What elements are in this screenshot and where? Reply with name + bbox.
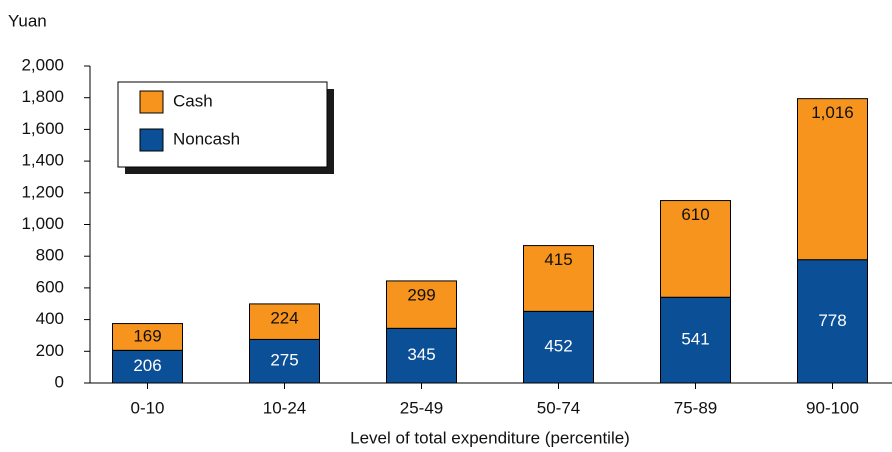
- legend-label: Noncash: [173, 129, 240, 148]
- x-axis-label: Level of total expenditure (percentile): [350, 428, 630, 447]
- data-label: 778: [818, 311, 846, 330]
- bar-segment: [797, 259, 868, 384]
- bar-segment: [523, 245, 594, 312]
- bar-segment: [660, 200, 731, 298]
- data-label: 224: [270, 308, 298, 327]
- legend-swatch: [139, 128, 164, 152]
- bar-segment: [660, 296, 731, 384]
- y-tick-label: 600: [36, 277, 64, 296]
- data-label: 415: [544, 250, 572, 269]
- data-label: 541: [681, 330, 709, 349]
- bar-segment: [386, 327, 457, 384]
- bar-segment: [249, 303, 320, 340]
- y-tick-label: 2,000: [21, 55, 64, 74]
- data-label: 610: [681, 205, 709, 224]
- x-tick-label: 75-89: [674, 398, 717, 417]
- bar-segment: [249, 338, 320, 384]
- y-tick-label: 1,000: [21, 214, 64, 233]
- legend-label: Cash: [173, 91, 213, 110]
- x-tick-label: 10-24: [263, 398, 306, 417]
- y-tick-label: 200: [36, 341, 64, 360]
- data-label: 1,016: [811, 103, 854, 122]
- data-label: 206: [133, 356, 161, 375]
- data-label: 299: [407, 285, 435, 304]
- data-label: 275: [270, 351, 298, 370]
- bar-segment: [112, 349, 183, 384]
- y-tick-label: 0: [55, 372, 64, 391]
- data-label: 169: [133, 326, 161, 345]
- bar-segment: [797, 98, 868, 261]
- y-tick-label: 1,600: [21, 119, 64, 138]
- y-tick-label: 1,800: [21, 87, 64, 106]
- x-tick-label: 25-49: [400, 398, 443, 417]
- y-tick-label: 1,200: [21, 182, 64, 201]
- bar-segment: [386, 280, 457, 329]
- y-tick-label: 400: [36, 309, 64, 328]
- y-axis-label: Yuan: [8, 11, 47, 30]
- x-tick-label: 0-10: [130, 398, 164, 417]
- data-label: 452: [544, 337, 572, 356]
- x-tick-label: 90-100: [806, 398, 859, 417]
- y-tick-label: 800: [36, 246, 64, 265]
- x-tick-label: 50-74: [537, 398, 580, 417]
- data-label: 345: [407, 345, 435, 364]
- bar-segment: [112, 323, 183, 351]
- y-tick-label: 1,400: [21, 151, 64, 170]
- legend-swatch: [139, 90, 164, 114]
